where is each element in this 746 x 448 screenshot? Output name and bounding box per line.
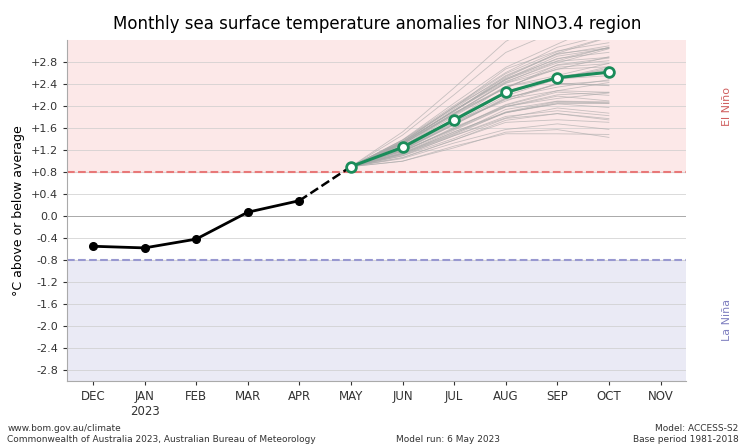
Text: El Niño: El Niño <box>722 87 733 126</box>
Text: www.bom.gov.au/climate
Commonwealth of Australia 2023, Australian Bureau of Mete: www.bom.gov.au/climate Commonwealth of A… <box>7 424 316 444</box>
Y-axis label: °C above or below average: °C above or below average <box>12 125 25 296</box>
Title: Monthly sea surface temperature anomalies for NINO3.4 region: Monthly sea surface temperature anomalie… <box>113 15 641 33</box>
Bar <box>67 260 686 381</box>
Text: Model: ACCESS-S2
Base period 1981-2018: Model: ACCESS-S2 Base period 1981-2018 <box>633 424 739 444</box>
Text: Model run: 6 May 2023: Model run: 6 May 2023 <box>395 435 500 444</box>
Bar <box>67 40 686 172</box>
Text: La Niña: La Niña <box>722 299 733 341</box>
Legend: Ensemble member, Forecast mean, Past analysis: Ensemble member, Forecast mean, Past ana… <box>145 447 608 448</box>
